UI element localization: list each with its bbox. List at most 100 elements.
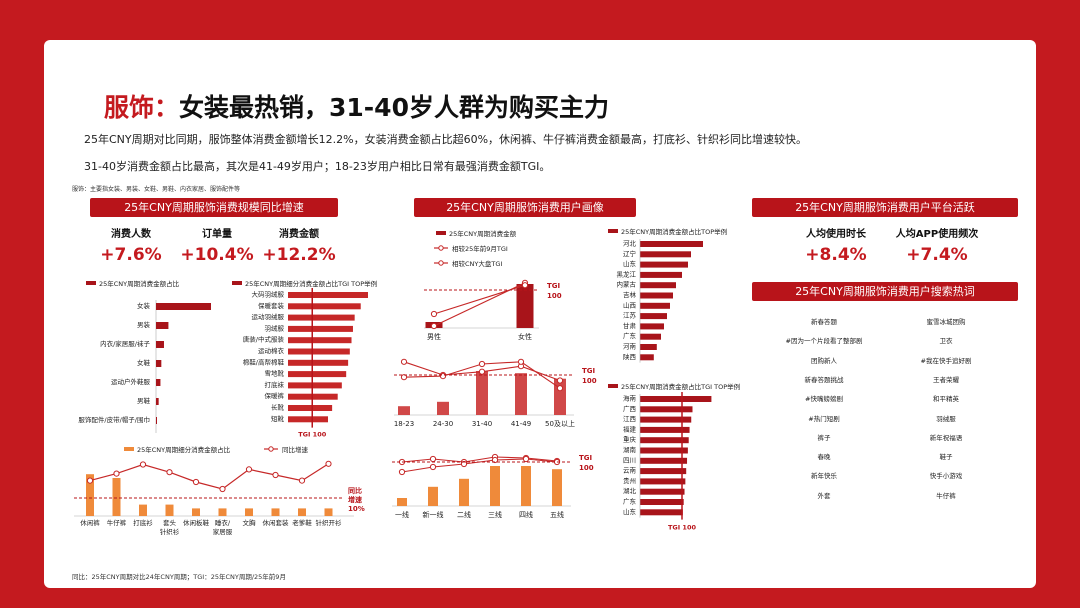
city-bar <box>490 466 500 506</box>
province-share-label: 山东 <box>623 259 637 268</box>
city-bar <box>428 486 438 506</box>
age-reference-value: 100 <box>582 377 597 385</box>
gender-reference-label: TGI <box>547 282 560 290</box>
tgi-top-bar <box>288 382 342 389</box>
gender-point <box>430 322 438 330</box>
subcat-label: 休闲板鞋 <box>183 518 210 527</box>
age-bar <box>437 401 449 415</box>
subcat-label: 老爹鞋 <box>292 518 312 527</box>
city-point <box>429 463 437 471</box>
province-tgi-label: 湖北 <box>623 486 637 495</box>
city-label: 新一线 <box>423 510 444 519</box>
province-share-label: 黑龙江 <box>617 269 637 278</box>
tgi-top-reference-label: TGI 100 <box>298 431 326 439</box>
city-label: 四线 <box>519 510 533 519</box>
province-tgi-bar <box>640 468 687 475</box>
province-share-bar <box>640 333 661 340</box>
city-point <box>460 460 468 468</box>
profile-legend-tgi-9m-dot <box>438 245 444 251</box>
province-tgi-label: 广东 <box>623 497 637 506</box>
tgi-top-label: 保暖裤 <box>265 391 285 400</box>
province-share-label: 陕西 <box>623 352 637 361</box>
kpi-label-amount: 消费金额 <box>279 229 319 240</box>
province-share-label: 河北 <box>623 240 637 248</box>
age-point <box>439 373 447 380</box>
page-number: 41 <box>1017 572 1031 585</box>
subcat-label: 睡衣/ <box>215 518 231 527</box>
section-search-banner: 25年CNY周期服饰消费用户搜索热词 <box>752 282 1018 301</box>
tgi-top-label: 长靴 <box>271 403 285 412</box>
search-term-left: 裤子 <box>817 433 831 442</box>
city-label: 三线 <box>488 510 502 519</box>
cat-share-label: 女鞋 <box>137 358 151 367</box>
subcat-growth-point <box>192 478 200 486</box>
subcat-growth-point <box>166 469 173 476</box>
activity-value-time: +8.4% <box>805 245 867 265</box>
age-point <box>478 368 486 375</box>
subcat-growth-point <box>139 461 147 468</box>
charts-canvas: 25年CNY周期消费金额占比女装男装内衣/家居服/袜子女鞋运动户外鞋服男鞋服饰配… <box>74 227 740 536</box>
subcat-label-cont: 家居服 <box>213 527 233 536</box>
search-term-left: #快嘴螃螃剧 <box>805 395 843 404</box>
search-term-left: 新春答题挑战 <box>804 375 844 384</box>
kpi-value-amount: +12.2% <box>262 245 336 265</box>
age-label: 50及以上 <box>545 419 575 428</box>
province-share-label: 河南 <box>623 342 637 351</box>
search-term-right: 牛仔裤 <box>936 491 956 500</box>
subcat-bar <box>165 504 174 516</box>
province-tgi-bar <box>640 457 688 464</box>
city-line-2 <box>401 458 558 473</box>
subcat-growth-point <box>245 466 253 473</box>
province-share-bar <box>640 344 657 350</box>
summary-line-1: 25年CNY周期对比同期，服饰整体消费金额增长12.2%，女装消费金额占比超60… <box>84 133 808 146</box>
age-point <box>556 385 564 392</box>
subcat-growth-point <box>298 477 306 484</box>
subcat-bar <box>298 508 306 516</box>
gender-label: 男性 <box>427 332 441 341</box>
city-label: 二线 <box>457 510 471 519</box>
subcat-legend-share: 25年CNY周期细分消费金额占比 <box>137 445 231 454</box>
province-tgi-label: 湖南 <box>623 445 637 454</box>
tgi-top-label: 唐装/中式服装 <box>243 335 285 344</box>
city-bar <box>397 498 407 506</box>
province-share-label: 内蒙古 <box>617 280 637 289</box>
footer-note: 同比：25年CNY周期对比24年CNY周期；TGI：25年CNY周期/25年前9… <box>72 573 286 581</box>
page-title: 服饰：女装最热销，31-40岁人群为购买主力 <box>104 93 609 122</box>
age-bar <box>476 371 488 415</box>
gender-reference-value: 100 <box>547 292 562 300</box>
subcat-label-cont: 针织衫 <box>160 527 180 536</box>
search-term-left: 新年快乐 <box>811 472 837 481</box>
subcat-bar <box>245 508 253 516</box>
age-label: 24-30 <box>433 420 453 428</box>
cat-share-bar <box>156 417 157 424</box>
subcat-growth-point <box>113 470 120 477</box>
search-term-left: 春晚 <box>817 453 831 462</box>
province-tgi-bar <box>640 499 684 505</box>
age-bar <box>398 406 410 415</box>
province-tgi-label: 江西 <box>623 415 637 423</box>
tgi-top-label: 棉鞋/高帮棉鞋 <box>243 357 285 366</box>
kpi-value-orders: +10.4% <box>180 245 254 265</box>
province-tgi-title: 25年CNY周期消费金额占比TGI TOP举例 <box>621 382 740 391</box>
gender-point <box>521 282 529 289</box>
logo-ark-icon <box>768 571 783 586</box>
city-point <box>522 455 530 463</box>
tgi-top-title-swatch <box>232 281 242 285</box>
subcat-bar <box>86 474 94 516</box>
activity-label-time: 人均使用时长 <box>806 229 866 240</box>
tgi-top-bar <box>288 292 368 298</box>
logo-separator: · <box>753 568 759 586</box>
province-tgi-label: 重庆 <box>623 435 637 444</box>
province-share-bar <box>640 323 664 330</box>
city-point <box>398 468 406 476</box>
province-share-bar <box>640 241 703 247</box>
search-term-right: 快手小游戏 <box>929 472 963 481</box>
gender-point <box>430 310 438 318</box>
search-term-left: 新春答题 <box>811 318 837 326</box>
search-term-right: 羽绒服 <box>936 414 956 423</box>
subcat-growth-line <box>89 463 329 490</box>
province-tgi-bar <box>640 406 693 413</box>
profile-legend-amount: 25年CNY周期消费金额 <box>449 229 517 238</box>
tgi-top-label: 大码羽绒服 <box>252 290 285 299</box>
province-share-bar <box>640 282 676 289</box>
